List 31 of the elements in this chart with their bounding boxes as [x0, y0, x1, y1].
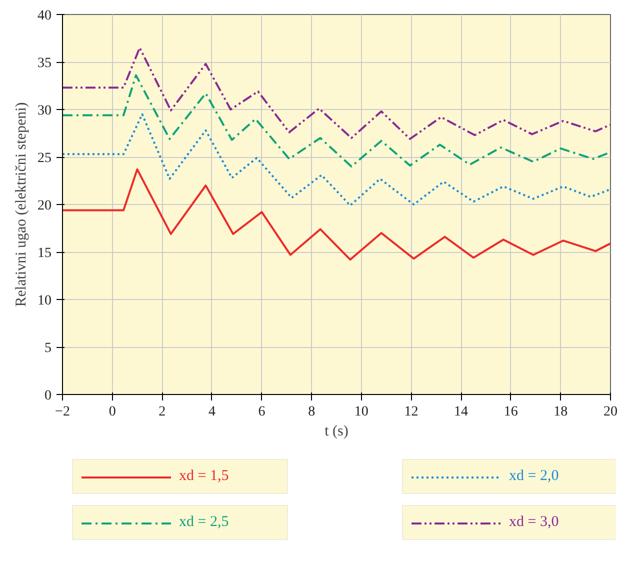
y-tick-label: 15 — [38, 246, 52, 261]
y-tick-label: 10 — [38, 294, 52, 308]
y-tick-label: 25 — [38, 151, 52, 166]
line-series — [62, 46, 610, 140]
x-tick-label: 2 — [158, 404, 166, 420]
text: xd = 2,5 — [179, 514, 230, 531]
x-tick-label: 10 — [354, 404, 368, 420]
x-tick-label: 18 — [554, 404, 568, 420]
line-series — [62, 74, 610, 168]
y-tick-label: 20 — [38, 198, 52, 214]
text: xd = 1,5 — [179, 468, 230, 485]
x-tick-label: 20 — [604, 404, 618, 420]
x-tick-label: 6 — [258, 404, 266, 420]
x-tick-label: 0 — [108, 404, 116, 420]
line-series — [62, 168, 610, 261]
y-tick-label: 0 — [44, 388, 52, 404]
x-tick-label: 16 — [504, 404, 518, 420]
y-tick-label: 5 — [44, 341, 52, 356]
y-tick-label: 30 — [38, 104, 52, 118]
y-tick-label: 35 — [38, 56, 52, 71]
x-tick-label: 8 — [308, 404, 316, 420]
text: xd = 3,0 — [509, 514, 560, 531]
x-tick-label: 12 — [404, 404, 418, 420]
x-axis-title: t (s) — [324, 424, 348, 440]
y-axis-title: Relativni ugao (električni stepeni) — [14, 102, 30, 307]
text: xd = 2,0 — [509, 468, 560, 485]
x-tick-label: 14 — [454, 404, 468, 420]
x-tick-label: −2 — [55, 404, 70, 420]
x-tick-label: 4 — [208, 404, 216, 420]
line-series — [62, 113, 610, 206]
y-tick-label: 40 — [38, 8, 52, 24]
